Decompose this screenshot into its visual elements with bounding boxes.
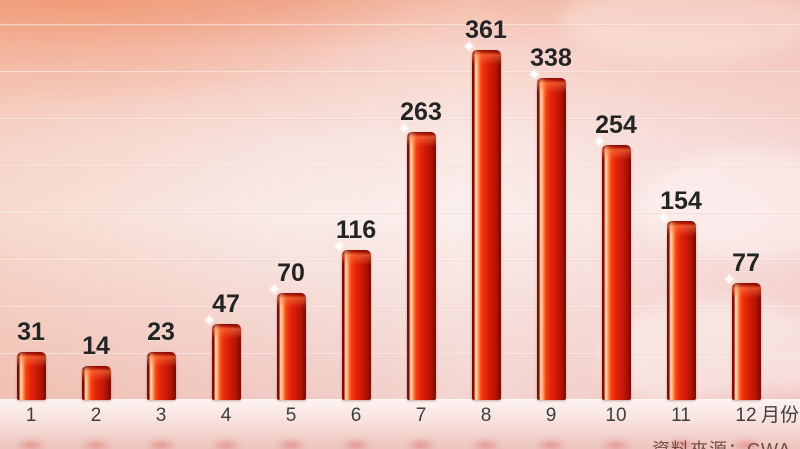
x-tick-label: 1: [25, 405, 37, 426]
sparkle-glint-icon: ✦: [722, 272, 736, 289]
bar-reflection: [730, 439, 762, 449]
sparkle-glint-icon: ✦: [592, 134, 606, 151]
gridline: [0, 353, 800, 355]
bar-value-label: 31: [17, 318, 45, 346]
bar-month-5: ✦: [268, 283, 306, 400]
bar-value-label: 14: [82, 332, 110, 360]
bar-reflection: [15, 439, 47, 449]
bar-month-6: ✦: [333, 240, 371, 400]
bar-reflection: [535, 439, 567, 449]
bar-value-label: 263: [400, 98, 442, 126]
gridline: [0, 24, 800, 26]
bar-month-2: [81, 366, 111, 400]
bar-value-label: 254: [595, 111, 637, 139]
x-tick-label: 2: [90, 405, 102, 426]
gridline: [0, 306, 800, 308]
bar-reflection: [600, 439, 632, 449]
bar-month-10: ✦: [593, 135, 631, 400]
gridline: [0, 118, 800, 120]
bar-value-label: 77: [732, 249, 760, 277]
x-tick-label: 3: [155, 405, 167, 426]
bar-reflection: [210, 439, 242, 449]
bar-reflection: [665, 439, 697, 449]
gridline: [0, 71, 800, 73]
bar-reflection: [275, 439, 307, 449]
bar-month-1: [16, 352, 46, 400]
x-tick-label: 7: [415, 405, 427, 426]
bar-month-9: ✦: [528, 68, 566, 400]
x-tick-label: 4: [220, 405, 232, 426]
bar-value-label: 23: [147, 318, 175, 346]
chart-floor: [0, 400, 800, 449]
sparkle-glint-icon: ✦: [397, 121, 411, 138]
gridline: [0, 259, 800, 261]
bar-value-label: 116: [335, 216, 377, 244]
x-tick-label: 5: [285, 405, 297, 426]
cloud-texture: [560, 0, 800, 60]
gridline: [0, 165, 800, 167]
x-tick-label: 6: [350, 405, 362, 426]
bar-month-11: ✦: [658, 211, 696, 400]
x-tick-label: 10: [605, 405, 627, 426]
bar-reflection: [80, 439, 112, 449]
x-tick-label: 12: [735, 405, 757, 426]
bar-value-label: 154: [660, 187, 702, 215]
bar-month-12: ✦: [723, 273, 761, 400]
bar-reflection: [405, 439, 437, 449]
sparkle-glint-icon: ✦: [267, 282, 281, 299]
bar-reflection: [470, 439, 502, 449]
bar-month-4: ✦: [203, 314, 241, 400]
bar-reflection: [340, 439, 372, 449]
bar-value-label: 47: [212, 290, 240, 318]
bar-value-label: 70: [277, 259, 305, 287]
sparkle-glint-icon: ✦: [657, 210, 671, 227]
bar-value-label: 338: [530, 44, 572, 72]
bar-reflection: [145, 439, 177, 449]
sparkle-glint-icon: ✦: [202, 313, 216, 330]
gridline: [0, 212, 800, 214]
x-axis-unit-label: 月份: [760, 405, 799, 426]
source-watermark: 資料來源：CWA: [652, 436, 791, 449]
sparkle-glint-icon: ✦: [462, 39, 476, 56]
bar-value-label: 361: [465, 16, 507, 44]
sparkle-glint-icon: ✦: [527, 67, 541, 84]
x-tick-label: 9: [545, 405, 557, 426]
bar-month-8: ✦: [463, 40, 501, 400]
bar-month-3: [146, 352, 176, 400]
bar-month-7: ✦: [398, 122, 436, 400]
x-tick-label: 11: [671, 405, 691, 426]
sparkle-glint-icon: ✦: [332, 239, 346, 256]
x-tick-label: 8: [480, 405, 492, 426]
